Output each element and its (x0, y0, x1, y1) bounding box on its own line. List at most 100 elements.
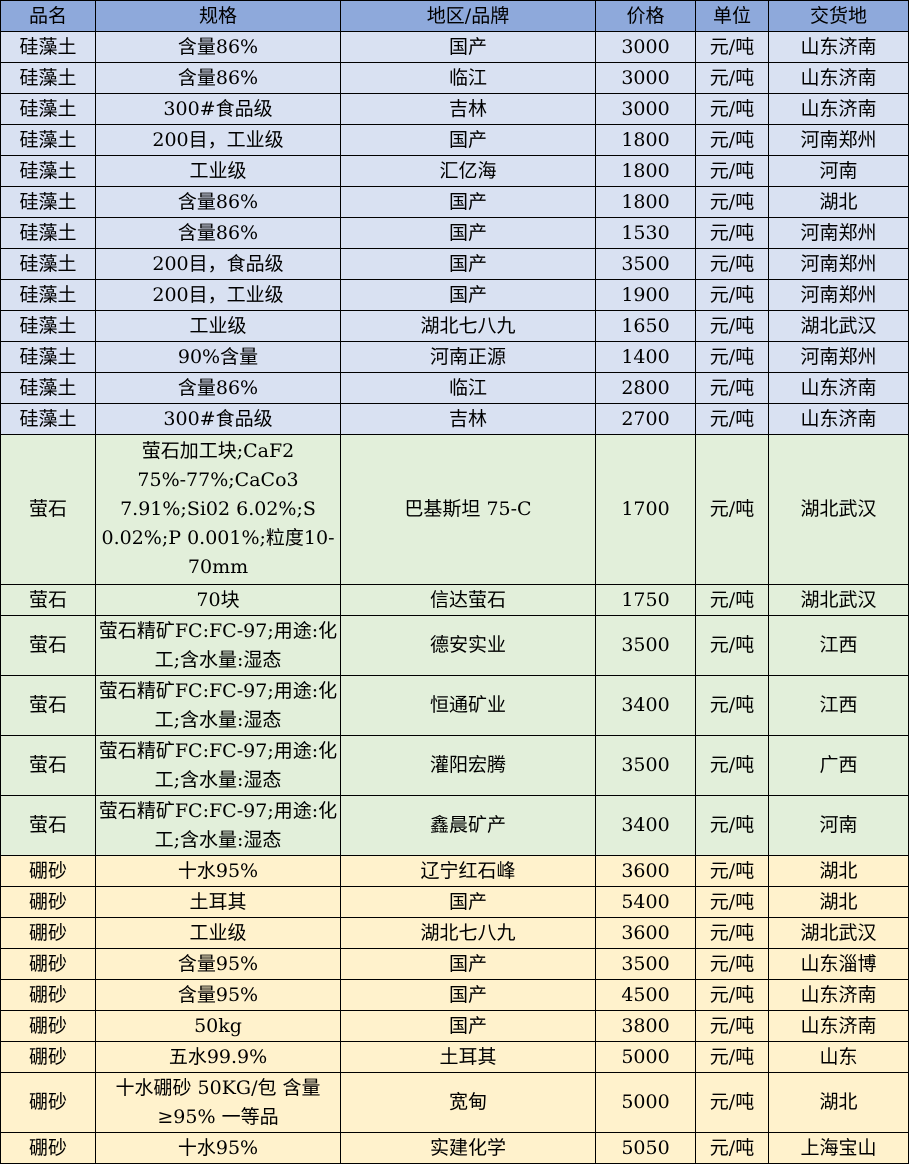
table-row: 萤石 萤石精矿FC:FC-97;用途:化工;含水量:湿态 恒通矿业 3400 元/吨 江西 (0, 675, 909, 736)
cell-specification: 含量86% (95, 62, 341, 94)
cell-product-name: 硅藻土 (0, 248, 96, 280)
cell-unit: 元/吨 (695, 1041, 769, 1073)
cell-price: 3500 (595, 248, 696, 280)
cell-price: 3500 (595, 948, 696, 980)
cell-region-brand: 国产 (340, 124, 596, 156)
cell-specification: 含量95% (95, 948, 341, 980)
cell-delivery-location: 湖北 (768, 886, 909, 918)
cell-price: 1700 (595, 434, 696, 585)
table-row: 硅藻土 200目，工业级 国产 1900 元/吨 河南郑州 (0, 279, 909, 311)
table-row: 硅藻土 200目，食品级 国产 3500 元/吨 河南郑州 (0, 248, 909, 280)
cell-region-brand: 河南正源 (340, 341, 596, 373)
cell-unit: 元/吨 (695, 615, 769, 676)
cell-region-brand: 国产 (340, 217, 596, 249)
cell-price: 2700 (595, 403, 696, 435)
cell-product-name: 硼砂 (0, 1010, 96, 1042)
cell-delivery-location: 河南郑州 (768, 248, 909, 280)
cell-product-name: 萤石 (0, 615, 96, 676)
header-price: 价格 (595, 0, 696, 32)
cell-region-brand: 宽甸 (340, 1072, 596, 1133)
cell-unit: 元/吨 (695, 372, 769, 404)
cell-region-brand: 国产 (340, 948, 596, 980)
cell-product-name: 硅藻土 (0, 310, 96, 342)
cell-product-name: 硼砂 (0, 948, 96, 980)
table-row: 硼砂 工业级 湖北七八九 3600 元/吨 湖北武汉 (0, 917, 909, 949)
cell-region-brand: 鑫晨矿产 (340, 795, 596, 856)
cell-specification: 200目，工业级 (95, 124, 341, 156)
cell-price: 3600 (595, 855, 696, 887)
cell-product-name: 硅藻土 (0, 124, 96, 156)
cell-price: 3400 (595, 795, 696, 856)
cell-unit: 元/吨 (695, 675, 769, 736)
table-row: 萤石 萤石精矿FC:FC-97;用途:化工;含水量:湿态 灌阳宏腾 3500 元/吨 广西 (0, 735, 909, 796)
cell-delivery-location: 河南 (768, 795, 909, 856)
cell-unit: 元/吨 (695, 155, 769, 187)
cell-product-name: 硼砂 (0, 855, 96, 887)
cell-region-brand: 灌阳宏腾 (340, 735, 596, 796)
table-row: 萤石 70块 信达萤石 1750 元/吨 湖北武汉 (0, 584, 909, 616)
cell-unit: 元/吨 (695, 855, 769, 887)
cell-product-name: 萤石 (0, 434, 96, 585)
table-row: 硅藻土 含量86% 国产 3000 元/吨 山东济南 (0, 31, 909, 63)
cell-region-brand: 信达萤石 (340, 584, 596, 616)
table-row: 硅藻土 90%含量 河南正源 1400 元/吨 河南郑州 (0, 341, 909, 373)
cell-product-name: 硅藻土 (0, 93, 96, 125)
cell-delivery-location: 湖北 (768, 1072, 909, 1133)
cell-specification: 含量86% (95, 372, 341, 404)
cell-product-name: 硅藻土 (0, 155, 96, 187)
cell-delivery-location: 山东 (768, 1041, 909, 1073)
cell-delivery-location: 湖北 (768, 855, 909, 887)
table-row: 硼砂 含量95% 国产 4500 元/吨 山东济南 (0, 979, 909, 1011)
cell-unit: 元/吨 (695, 403, 769, 435)
cell-specification: 萤石加工块;CaF2 75%-77%;CaCo3 7.91%;Si02 6.02… (95, 434, 341, 585)
cell-product-name: 硼砂 (0, 1132, 96, 1164)
cell-delivery-location: 湖北武汉 (768, 434, 909, 585)
cell-price: 3800 (595, 1010, 696, 1042)
cell-region-brand: 国产 (340, 1010, 596, 1042)
cell-specification: 含量86% (95, 217, 341, 249)
cell-product-name: 硼砂 (0, 886, 96, 918)
cell-region-brand: 国产 (340, 31, 596, 63)
cell-unit: 元/吨 (695, 979, 769, 1011)
cell-unit: 元/吨 (695, 917, 769, 949)
cell-specification: 工业级 (95, 155, 341, 187)
cell-delivery-location: 河南 (768, 155, 909, 187)
cell-region-brand: 德安实业 (340, 615, 596, 676)
table-row: 萤石 萤石精矿FC:FC-97;用途:化工;含水量:湿态 德安实业 3500 元/吨 江西 (0, 615, 909, 676)
cell-price: 3500 (595, 615, 696, 676)
cell-unit: 元/吨 (695, 795, 769, 856)
cell-delivery-location: 山东济南 (768, 372, 909, 404)
cell-unit: 元/吨 (695, 1072, 769, 1133)
cell-specification: 50kg (95, 1010, 341, 1042)
cell-region-brand: 国产 (340, 279, 596, 311)
cell-delivery-location: 湖北 (768, 186, 909, 218)
header-product-name: 品名 (0, 0, 96, 32)
cell-delivery-location: 河南郑州 (768, 279, 909, 311)
table-row: 硅藻土 含量86% 临江 2800 元/吨 山东济南 (0, 372, 909, 404)
cell-specification: 十水95% (95, 1132, 341, 1164)
cell-delivery-location: 河南郑州 (768, 217, 909, 249)
table-row: 硅藻土 工业级 汇亿海 1800 元/吨 河南 (0, 155, 909, 187)
cell-specification: 工业级 (95, 917, 341, 949)
cell-price: 1800 (595, 186, 696, 218)
cell-unit: 元/吨 (695, 310, 769, 342)
cell-specification: 萤石精矿FC:FC-97;用途:化工;含水量:湿态 (95, 795, 341, 856)
cell-specification: 五水99.9% (95, 1041, 341, 1073)
table-row: 硅藻土 含量86% 国产 1800 元/吨 湖北 (0, 186, 909, 218)
cell-price: 5000 (595, 1072, 696, 1133)
cell-price: 3600 (595, 917, 696, 949)
cell-unit: 元/吨 (695, 1132, 769, 1164)
cell-specification: 200目，食品级 (95, 248, 341, 280)
cell-delivery-location: 山东淄博 (768, 948, 909, 980)
cell-product-name: 萤石 (0, 584, 96, 616)
cell-delivery-location: 山东济南 (768, 979, 909, 1011)
header-row: 品名 规格 地区/品牌 价格 单位 交货地 (0, 0, 909, 32)
cell-unit: 元/吨 (695, 886, 769, 918)
cell-product-name: 硅藻土 (0, 279, 96, 311)
cell-specification: 300#食品级 (95, 403, 341, 435)
cell-unit: 元/吨 (695, 93, 769, 125)
cell-specification: 含量95% (95, 979, 341, 1011)
cell-unit: 元/吨 (695, 217, 769, 249)
cell-unit: 元/吨 (695, 62, 769, 94)
cell-region-brand: 恒通矿业 (340, 675, 596, 736)
